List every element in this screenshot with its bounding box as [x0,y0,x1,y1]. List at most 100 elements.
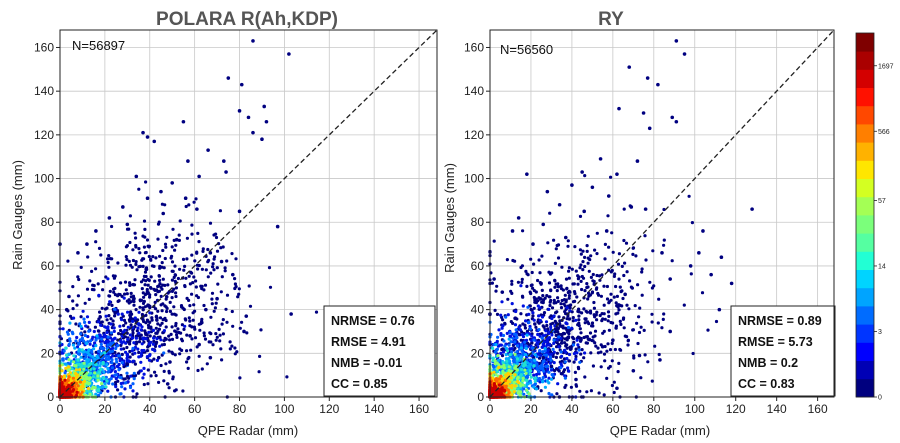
density-point [168,338,172,342]
density-point [133,345,138,349]
density-point [90,387,94,391]
y-tick-label: 20 [41,346,55,360]
scatter-panel-polara: POLARA R(Ah,KDP) 0 20 40 60 80 100 120 140 16002… [10,9,438,438]
density-point [119,392,123,396]
density-point [615,294,620,298]
density-point [521,295,525,299]
density-point [554,247,558,251]
density-point [550,316,554,321]
density-point [621,317,626,321]
density-point [169,332,173,336]
density-point [107,357,111,361]
density-point [560,354,564,358]
density-point [83,301,87,305]
density-point [547,370,551,374]
density-point [556,330,560,334]
density-point [502,366,506,370]
density-point [497,377,501,381]
density-point [531,311,535,315]
density-point [640,270,644,274]
density-point [534,297,538,301]
density-point [139,354,143,358]
density-point [83,320,87,324]
density-point [586,261,590,265]
density-point [573,299,577,303]
density-point [519,284,523,288]
density-point [157,289,161,293]
density-point [74,381,78,385]
density-point [221,332,225,336]
density-point [225,259,229,263]
density-point [623,334,627,338]
density-point [578,214,583,218]
density-point [167,349,171,353]
density-point [554,301,558,305]
density-point [79,265,83,269]
data-point [152,139,157,144]
density-point [138,337,142,341]
density-point [593,248,597,252]
density-point [608,348,613,352]
data-point [260,137,264,142]
density-point [557,315,561,319]
density-point [126,310,130,314]
density-point [113,293,117,297]
density-point [530,270,534,275]
density-point [231,324,235,328]
density-point [62,374,66,378]
density-point [522,362,526,366]
data-point [244,314,249,318]
density-point [542,359,546,363]
density-point [513,332,517,336]
data-point [206,148,210,152]
density-point [606,319,610,323]
density-point [612,390,616,395]
density-point [187,274,191,278]
density-point [530,341,534,345]
density-point [219,290,223,294]
density-point [609,292,613,296]
density-point [554,355,559,359]
density-point [206,275,210,279]
density-point [540,315,545,319]
density-point [170,337,175,341]
density-point [583,351,587,355]
density-point [174,313,178,317]
density-point [230,252,234,256]
density-point [107,381,111,385]
density-point [119,343,123,347]
density-point [545,364,550,368]
density-point [555,351,560,355]
density-point [532,364,536,368]
density-point [501,350,505,354]
density-point [591,272,595,277]
density-point [233,346,237,350]
density-point [237,292,241,296]
data-point [181,119,186,124]
density-point [164,245,168,249]
density-point [64,381,68,385]
density-point [567,359,572,363]
data-point [222,159,226,163]
density-point [564,383,568,387]
density-point [145,349,150,353]
density-point [539,389,543,393]
density-point [220,358,224,362]
density-point [563,310,567,314]
density-point [109,322,113,326]
density-point [221,245,225,249]
density-point [128,360,132,364]
density-point [544,329,548,333]
density-point [129,291,133,295]
density-point [599,365,603,369]
density-point [617,252,622,256]
density-point [156,322,160,326]
density-point [566,244,570,248]
density-point [112,329,116,333]
density-point [561,331,566,335]
density-point [202,331,206,335]
data-point [251,130,255,135]
density-point [622,273,626,278]
density-point [205,362,209,366]
density-point [549,352,553,356]
